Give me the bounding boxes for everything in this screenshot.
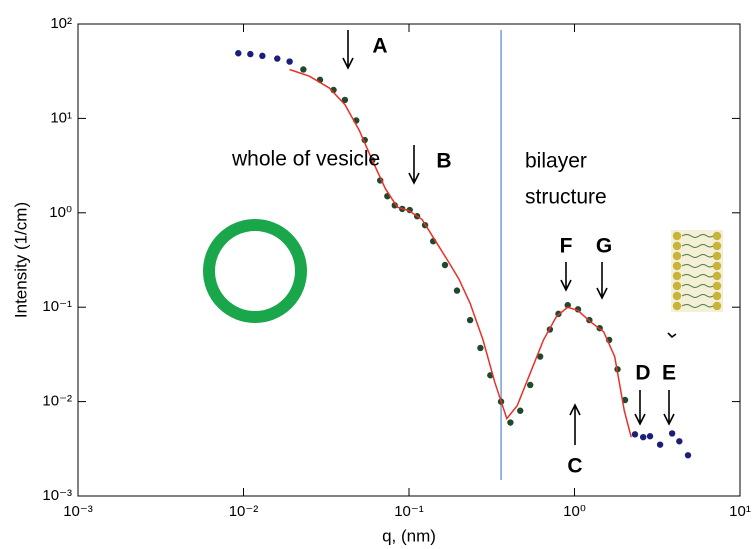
data-point (453, 287, 461, 294)
tail (681, 234, 714, 238)
head (672, 261, 682, 271)
data-point (341, 96, 349, 104)
data-point (477, 344, 484, 352)
x-tick-label: 10⁻³ (63, 503, 93, 520)
data-point (466, 316, 474, 324)
annotation: bilayer (525, 150, 587, 173)
head (672, 231, 682, 241)
y-tick-label: 10¹ (50, 109, 72, 126)
data-point (517, 407, 524, 414)
data-point (441, 261, 449, 269)
data-point (564, 301, 571, 309)
y-tick-label: 10⁰ (49, 204, 72, 221)
bilayer-icon (671, 230, 723, 312)
annotation: A (372, 35, 387, 58)
data-point (274, 55, 281, 62)
y-axis-label: Intensity (1/cm) (11, 202, 30, 318)
data-point (631, 431, 639, 438)
data-point (676, 438, 683, 445)
head (712, 301, 722, 311)
head (672, 251, 682, 261)
head (672, 281, 682, 291)
data-point (646, 433, 654, 440)
head (672, 291, 682, 301)
data-point (300, 66, 307, 73)
head (672, 241, 682, 251)
tail (681, 254, 714, 258)
head (712, 231, 722, 241)
tail (681, 274, 714, 278)
data-point (639, 433, 647, 441)
data-point (286, 58, 293, 65)
data-point (536, 353, 544, 360)
x-tick-label: 10⁻² (229, 503, 259, 520)
tail (681, 264, 714, 268)
annotation: C (567, 455, 582, 478)
head (712, 291, 722, 301)
annotation: F (560, 235, 573, 258)
data-point (656, 441, 664, 448)
tail (681, 284, 714, 288)
y-tick-label: 10⁻³ (42, 487, 72, 504)
x-tick-label: 10⁻¹ (394, 503, 424, 520)
annotation: D (635, 362, 650, 385)
annotation: whole of vesicle (231, 148, 380, 171)
head (712, 281, 722, 291)
annotation: B (436, 150, 451, 173)
y-tick-label: 10⁻² (42, 393, 72, 410)
vesicle-icon (203, 219, 307, 323)
arrows (342, 30, 677, 445)
head (712, 261, 722, 271)
x-axis-label: q, (nm) (382, 526, 436, 545)
x-tick-label: 10⁰ (563, 503, 586, 520)
head (712, 251, 722, 261)
annotation: G (596, 235, 612, 258)
data-point (684, 452, 692, 459)
tail (681, 244, 714, 248)
fit-line (289, 68, 632, 438)
annotation: structure (525, 186, 607, 209)
data-point (235, 50, 242, 57)
data-point (507, 419, 514, 426)
data-point (527, 381, 534, 389)
tail (681, 294, 714, 298)
y-tick-label: 10² (50, 15, 72, 32)
tail (681, 304, 714, 308)
y-tick-label: 10⁻¹ (42, 298, 72, 315)
head (672, 271, 682, 281)
data-point (259, 52, 266, 60)
head (672, 301, 682, 311)
head (712, 271, 722, 281)
annotation: E (662, 362, 676, 385)
data-point (574, 306, 582, 313)
head (712, 241, 722, 251)
plot-frame (77, 23, 741, 497)
data-point (668, 430, 676, 437)
data-point (247, 50, 254, 58)
x-tick-label: 10¹ (729, 503, 751, 520)
